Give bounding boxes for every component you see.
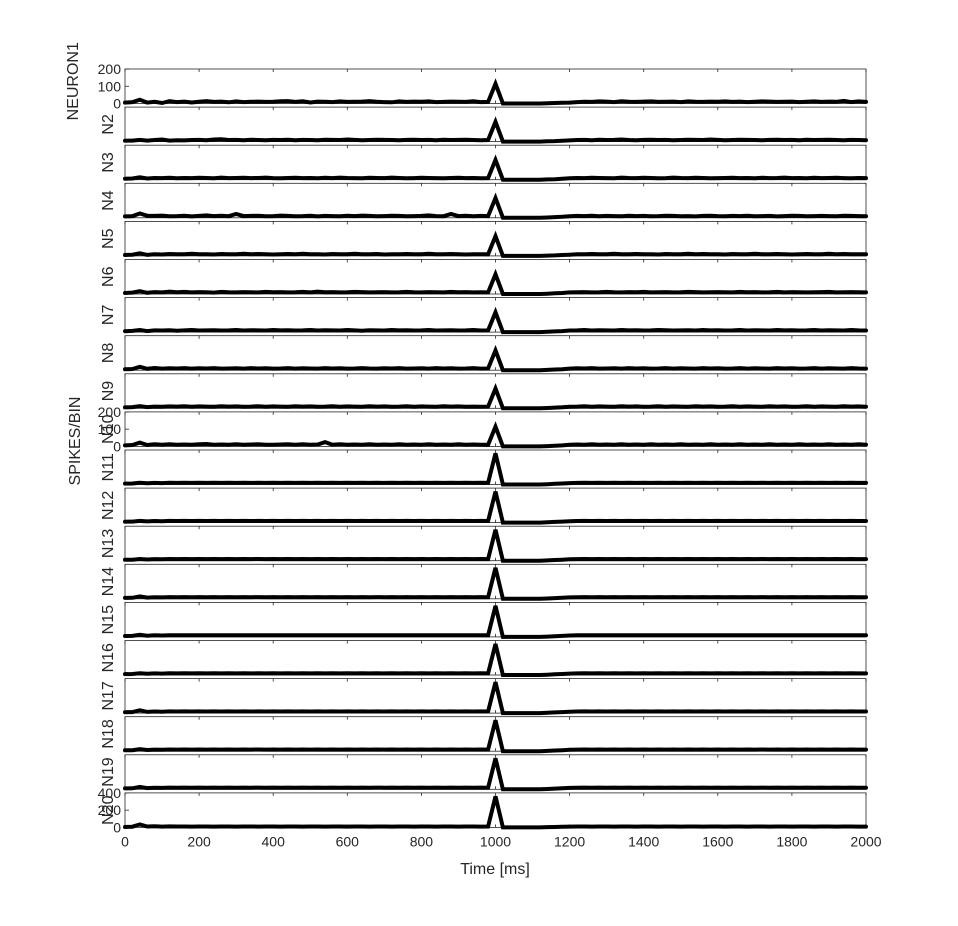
series-line-neuron1: [123, 78, 868, 106]
x-tick-label: 1400: [628, 833, 659, 849]
x-axis-label: Time [ms]: [460, 861, 530, 878]
panel-n3: N3: [100, 144, 868, 182]
x-tick-label: 600: [336, 833, 360, 849]
series-line-n11: [123, 452, 868, 487]
panel-label: N13: [100, 529, 117, 558]
y-tick-label: 0: [113, 819, 121, 835]
panel-n7: N7: [100, 297, 868, 335]
x-tick-label: 200: [187, 833, 211, 849]
series-line-n5: [123, 230, 868, 258]
panel-n18: N18: [100, 716, 868, 754]
panel-n14: N14: [100, 563, 868, 601]
series-line-n14: [123, 567, 868, 601]
panel-label: N19: [100, 757, 117, 786]
panel-label: N17: [100, 681, 117, 710]
series-line-n20: [123, 795, 868, 830]
series-line-n12: [123, 491, 868, 525]
panel-label: N18: [100, 719, 117, 748]
series-line-n6: [123, 268, 868, 296]
series-line-n8: [123, 344, 868, 373]
panel-n12: N12: [100, 487, 868, 525]
panels-group: 2001000NEURON1N2N3N4N5N6N7N8N92001000N10…: [65, 42, 882, 849]
panel-axes-box: [124, 487, 867, 524]
panel-n6: N6: [100, 259, 868, 296]
x-tick-label: 1600: [702, 833, 733, 849]
panel-n17: N17: [100, 678, 868, 716]
panel-label: N14: [100, 567, 117, 596]
panel-label: N12: [100, 491, 117, 520]
panel-label: N11: [100, 453, 117, 481]
series-line-n18: [123, 719, 868, 754]
y-tick-label: 100: [98, 78, 122, 94]
series-line-n17: [123, 681, 868, 716]
shared-y-axis-label: SPIKES/BIN: [67, 397, 84, 486]
series-line-n10: [123, 421, 868, 449]
panel-n9: N9: [100, 373, 868, 411]
panel-n15: N15: [100, 602, 868, 639]
panel-n13: N13: [100, 525, 868, 563]
x-tick-label: 1000: [480, 833, 511, 849]
x-tick-label: 2000: [850, 833, 881, 849]
x-tick-label: 1800: [776, 833, 807, 849]
series-line-n15: [123, 605, 868, 639]
x-tick-label: 400: [262, 833, 286, 849]
x-tick-label: 0: [121, 833, 129, 849]
panel-label: N15: [100, 605, 117, 634]
panel-label: N16: [100, 643, 117, 672]
series-line-n13: [123, 529, 868, 563]
series-line-n19: [123, 757, 868, 792]
panel-n4: N4: [100, 182, 868, 220]
series-line-n3: [123, 154, 868, 182]
panel-label: N7: [100, 305, 117, 326]
series-line-n2: [123, 116, 868, 144]
panel-label: N8: [100, 343, 117, 364]
y-tick-label: 200: [98, 802, 122, 818]
y-tick-label: 0: [113, 96, 121, 112]
x-tick-label: 800: [410, 833, 434, 849]
panel-n2: N2: [100, 106, 868, 144]
series-line-n4: [123, 192, 868, 220]
series-line-n16: [123, 643, 868, 677]
x-tick-label: 1200: [554, 833, 585, 849]
panel-label: N20: [100, 795, 117, 824]
panel-label: N10: [100, 414, 117, 443]
series-line-n9: [123, 383, 868, 411]
panel-label: NEURON1: [65, 42, 82, 120]
panel-label: N6: [100, 266, 117, 287]
y-tick-label: 400: [98, 785, 122, 801]
panel-n11: N11: [100, 449, 868, 487]
y-tick-label: 0: [113, 438, 121, 454]
panel-label: N3: [100, 152, 117, 173]
panel-label: N9: [100, 381, 117, 402]
y-tick-label: 100: [98, 421, 122, 437]
y-tick-label: 200: [98, 61, 122, 77]
panel-n19: N19: [100, 754, 868, 792]
y-tick-label: 200: [98, 404, 122, 420]
series-line-n7: [123, 306, 868, 335]
panel-label: N2: [100, 114, 117, 135]
panel-n16: N16: [100, 640, 868, 677]
panel-label: N4: [100, 190, 117, 211]
panel-label: N5: [100, 228, 117, 249]
panel-n5: N5: [100, 220, 868, 258]
panel-n8: N8: [100, 335, 868, 373]
